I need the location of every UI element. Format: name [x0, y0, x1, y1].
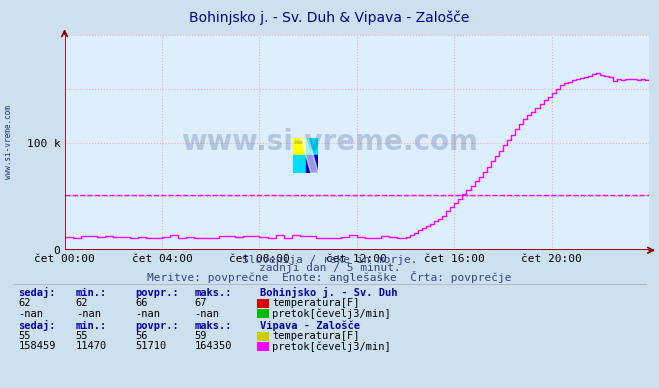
- Text: 56: 56: [135, 331, 148, 341]
- Text: Bohinjsko j. - Sv. Duh & Vipava - Zalošče: Bohinjsko j. - Sv. Duh & Vipava - Zalošč…: [189, 10, 470, 25]
- Text: sedaj:: sedaj:: [18, 288, 56, 298]
- Text: povpr.:: povpr.:: [135, 288, 179, 298]
- Text: 59: 59: [194, 331, 207, 341]
- Text: 67: 67: [194, 298, 207, 308]
- Text: 55: 55: [18, 331, 31, 341]
- Text: 66: 66: [135, 298, 148, 308]
- Text: Slovenija / reke in morje.: Slovenija / reke in morje.: [242, 255, 417, 265]
- Text: pretok[čevelj3/min]: pretok[čevelj3/min]: [272, 308, 391, 319]
- Text: -nan: -nan: [194, 308, 219, 319]
- Text: zadnji dan / 5 minut.: zadnji dan / 5 minut.: [258, 263, 401, 274]
- Text: 158459: 158459: [18, 341, 56, 352]
- Text: maks.:: maks.:: [194, 288, 232, 298]
- Text: 62: 62: [18, 298, 31, 308]
- Text: pretok[čevelj3/min]: pretok[čevelj3/min]: [272, 341, 391, 352]
- Text: -nan: -nan: [135, 308, 160, 319]
- Text: www.si-vreme.com: www.si-vreme.com: [4, 105, 13, 178]
- Text: sedaj:: sedaj:: [18, 320, 56, 331]
- Text: 55: 55: [76, 331, 88, 341]
- Text: -nan: -nan: [76, 308, 101, 319]
- Text: Vipava - Zalošče: Vipava - Zalošče: [260, 320, 360, 331]
- Text: povpr.:: povpr.:: [135, 321, 179, 331]
- Text: min.:: min.:: [76, 288, 107, 298]
- Bar: [293, 155, 306, 173]
- Text: maks.:: maks.:: [194, 321, 232, 331]
- Text: 11470: 11470: [76, 341, 107, 352]
- Text: www.si-vreme.com: www.si-vreme.com: [181, 128, 478, 156]
- Bar: [306, 138, 318, 155]
- Text: min.:: min.:: [76, 321, 107, 331]
- Text: Bohinjsko j. - Sv. Duh: Bohinjsko j. - Sv. Duh: [260, 288, 398, 298]
- Text: -nan: -nan: [18, 308, 43, 319]
- Text: temperatura[F]: temperatura[F]: [272, 298, 360, 308]
- Text: 62: 62: [76, 298, 88, 308]
- Bar: [306, 155, 318, 173]
- Text: temperatura[F]: temperatura[F]: [272, 331, 360, 341]
- Text: 51710: 51710: [135, 341, 166, 352]
- Polygon shape: [301, 138, 318, 173]
- Bar: [293, 138, 306, 155]
- Text: 164350: 164350: [194, 341, 232, 352]
- Text: Meritve: povprečne  Enote: anglešaške  Črta: povprečje: Meritve: povprečne Enote: anglešaške Črt…: [147, 271, 512, 283]
